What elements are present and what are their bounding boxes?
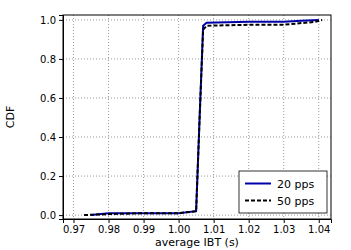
tick-label: 0.2 xyxy=(40,171,56,182)
tick-label: 1.0 xyxy=(40,15,56,26)
legend-swatch xyxy=(245,183,271,185)
tick-mark xyxy=(59,137,63,138)
tick: 0.98 xyxy=(98,219,120,235)
tick: 0.97 xyxy=(63,219,85,235)
tick: 1.01 xyxy=(203,219,225,235)
y-axis: 0.0 0.2 0.4 0.6 0.8 1.0 xyxy=(40,15,63,221)
frame xyxy=(63,15,331,219)
tick-label: 0.8 xyxy=(40,54,56,65)
tick-label: 0.97 xyxy=(63,224,85,235)
legend-swatch xyxy=(245,200,271,202)
tick-label: 0.4 xyxy=(40,132,56,143)
grid xyxy=(63,15,331,219)
legend-box xyxy=(239,171,327,213)
plot-area: 0.970.980.991.001.011.021.031.040.00.20.… xyxy=(40,15,331,236)
grid-line xyxy=(143,15,144,219)
tick-mark xyxy=(59,176,63,177)
axis-line xyxy=(64,220,332,224)
tick-label: 1.04 xyxy=(308,224,330,235)
grid-line xyxy=(63,137,331,138)
tick: 0.8 xyxy=(40,54,63,65)
tick-mark xyxy=(319,219,320,223)
grid-line xyxy=(178,15,179,219)
grid-line xyxy=(63,58,331,59)
tick: 1.0 xyxy=(40,15,63,26)
tick-label: 0.98 xyxy=(98,224,120,235)
tick: 1.04 xyxy=(308,219,330,235)
grid-line xyxy=(213,15,214,219)
tick: 1.00 xyxy=(168,219,190,235)
tick-mark xyxy=(179,219,180,223)
tick: 1.03 xyxy=(273,219,295,235)
chart: 0.970.980.991.001.011.021.031.040.00.20.… xyxy=(0,0,351,250)
legend-label: 20 pps xyxy=(277,178,314,191)
tick-label: 1.01 xyxy=(203,224,225,235)
tick-mark xyxy=(59,20,63,21)
tick-mark xyxy=(144,219,145,223)
tick: 1.02 xyxy=(238,219,260,235)
series-line xyxy=(91,20,319,215)
tick-label: 0.0 xyxy=(40,210,56,221)
tick-label: 1.02 xyxy=(238,224,260,235)
tick-label: 0.6 xyxy=(40,93,56,104)
tick: 0.6 xyxy=(40,93,63,104)
tick-mark xyxy=(59,215,63,216)
y-axis-title: CDF xyxy=(4,106,17,128)
tick-label: 0.99 xyxy=(133,224,155,235)
tick-label: 1.00 xyxy=(168,224,190,235)
x-axis: 0.97 0.98 0.99 1.00 1.01 1.02 1.03 1.04 xyxy=(63,219,332,235)
grid-line xyxy=(73,15,74,219)
tick-mark xyxy=(74,219,75,223)
tick: 0.0 xyxy=(40,210,63,221)
tick-mark xyxy=(214,219,215,223)
tick-mark xyxy=(249,219,250,223)
tick-mark xyxy=(109,219,110,223)
tick-mark xyxy=(59,59,63,60)
grid-line xyxy=(108,15,109,219)
grid-line xyxy=(63,19,331,20)
series-group xyxy=(84,20,322,215)
tick-mark xyxy=(59,98,63,99)
tick-mark xyxy=(284,219,285,223)
axis-line xyxy=(59,16,64,220)
grid-line xyxy=(63,97,331,98)
tick-label: 1.03 xyxy=(273,224,295,235)
x-axis-title: average IBT (s) xyxy=(155,236,239,249)
legend: 20 pps 50 pps xyxy=(239,171,327,213)
tick: 0.2 xyxy=(40,171,63,182)
tick: 0.99 xyxy=(133,219,155,235)
series-line xyxy=(84,20,322,215)
legend-label: 50 pps xyxy=(277,195,314,208)
tick: 0.4 xyxy=(40,132,63,143)
